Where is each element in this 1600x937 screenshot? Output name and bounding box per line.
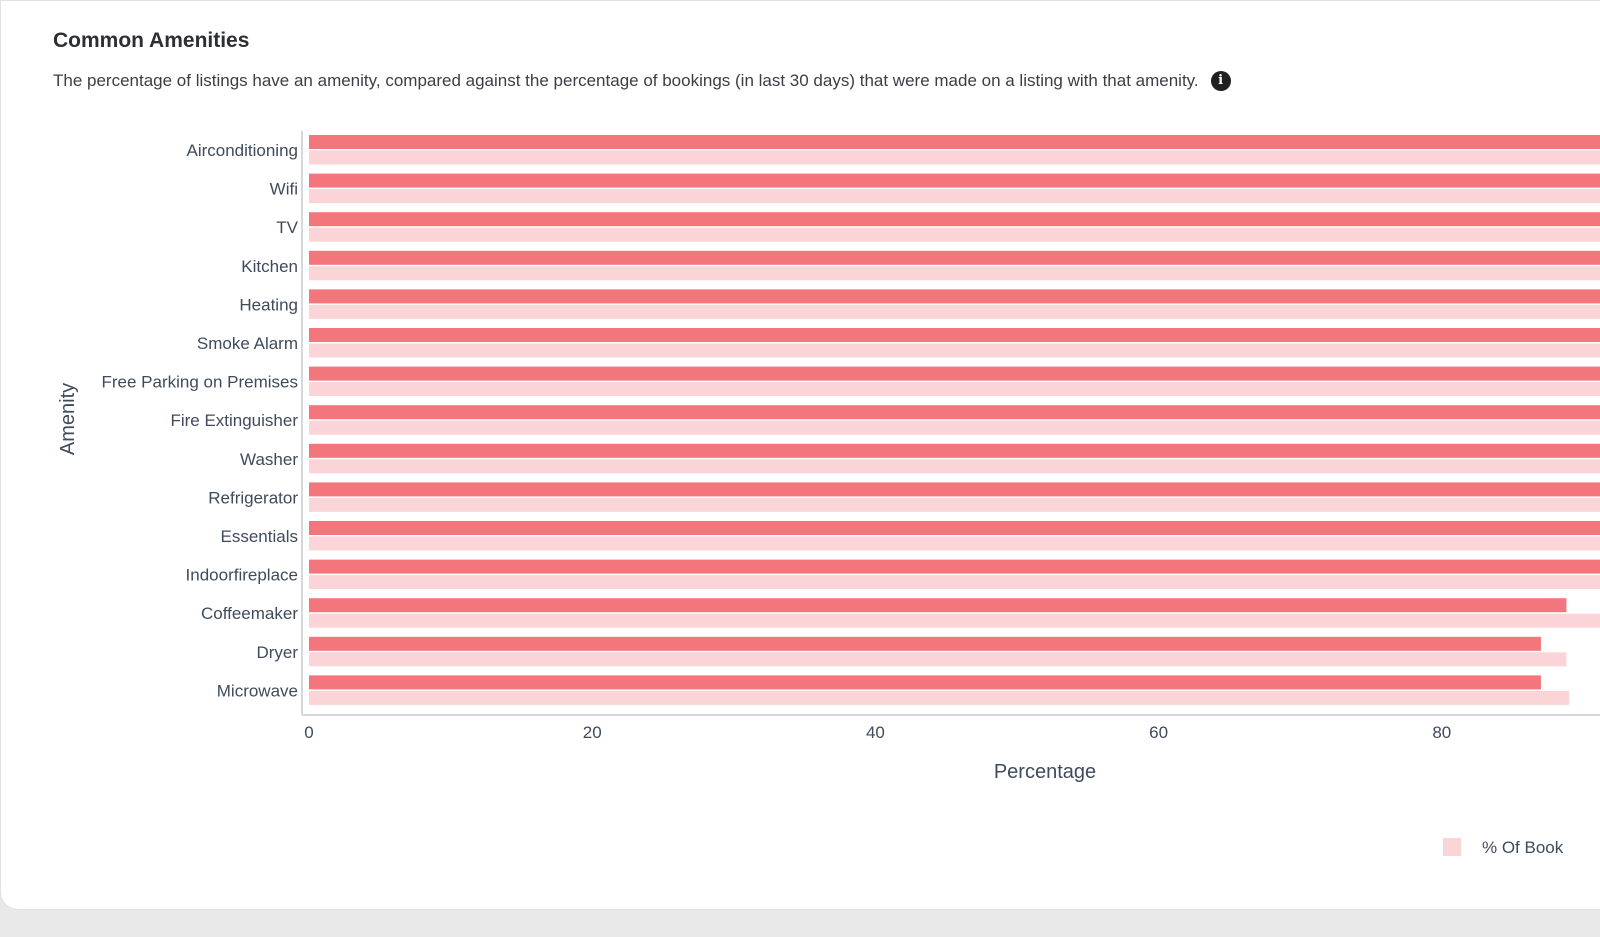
card-subtitle-text: The percentage of listings have an ameni… [53, 71, 1199, 90]
y-tick-label: Kitchen [241, 257, 298, 276]
bar-bookings-12[interactable] [309, 613, 1600, 628]
bar-bookings-10[interactable] [309, 536, 1600, 551]
y-tick-label: Free Parking on Premises [101, 373, 298, 392]
bar-bookings-0[interactable] [309, 150, 1600, 165]
bar-listings-0[interactable] [309, 135, 1600, 149]
bar-listings-10[interactable] [309, 521, 1600, 535]
y-tick-label: TV [276, 218, 298, 237]
x-tick-labels: 0 20 40 60 80 [304, 723, 1451, 742]
y-tick-label: Fire Extinguisher [170, 411, 298, 430]
card-title: Common Amenities [53, 29, 250, 52]
bar-listings-14[interactable] [309, 675, 1541, 690]
bar-bookings-7[interactable] [309, 420, 1600, 435]
bar-bookings-8[interactable] [309, 459, 1600, 474]
y-tick-label: Essentials [221, 527, 298, 546]
bar-listings-11[interactable] [309, 559, 1600, 574]
y-tick-label: Coffeemaker [201, 604, 298, 623]
bars-layer [309, 135, 1600, 705]
bar-listings-4[interactable] [309, 289, 1600, 304]
x-tick-label: 0 [304, 723, 313, 742]
y-tick-label: Refrigerator [208, 488, 298, 507]
x-axis-title: Percentage [994, 761, 1096, 783]
bar-bookings-13[interactable] [309, 652, 1567, 667]
y-tick-label: Dryer [256, 643, 298, 662]
bar-bookings-9[interactable] [309, 497, 1600, 512]
y-tick-label: Heating [239, 295, 298, 314]
y-axis-title: Amenity [57, 383, 79, 455]
y-tick-label: Wifi [270, 180, 298, 199]
y-tick-label: Smoke Alarm [197, 334, 298, 353]
card-subtitle: The percentage of listings have an ameni… [53, 71, 1231, 91]
bar-listings-13[interactable] [309, 636, 1541, 651]
bar-listings-12[interactable] [309, 598, 1567, 613]
legend-label-bookings[interactable]: % Of Book [1482, 838, 1564, 857]
bar-bookings-2[interactable] [309, 227, 1600, 242]
bar-bookings-5[interactable] [309, 343, 1600, 358]
y-tick-label: Microwave [217, 681, 298, 700]
y-tick-label: Indoorfireplace [186, 566, 298, 585]
x-tick-label: 60 [1149, 723, 1168, 742]
bar-bookings-3[interactable] [309, 266, 1600, 281]
x-tick-label: 20 [583, 723, 602, 742]
bar-listings-6[interactable] [309, 366, 1600, 381]
bar-listings-7[interactable] [309, 405, 1600, 420]
y-tick-label: Airconditioning [186, 141, 298, 160]
bar-listings-8[interactable] [309, 443, 1600, 458]
bar-bookings-6[interactable] [309, 382, 1600, 397]
bar-listings-2[interactable] [309, 212, 1600, 227]
y-tick-labels: Airconditioning Wifi TV Kitchen Heating Smoke… [101, 141, 298, 700]
y-tick-label: Washer [240, 450, 298, 469]
bar-listings-3[interactable] [309, 250, 1600, 265]
info-icon[interactable]: i [1210, 71, 1231, 91]
bar-bookings-1[interactable] [309, 189, 1600, 204]
bar-listings-5[interactable] [309, 328, 1600, 342]
bar-bookings-4[interactable] [309, 304, 1600, 319]
bar-listings-1[interactable] [309, 173, 1600, 188]
x-tick-label: 80 [1432, 723, 1451, 742]
bar-bookings-11[interactable] [309, 575, 1600, 590]
x-tick-label: 40 [866, 723, 885, 742]
legend-swatch-bookings[interactable] [1443, 838, 1461, 856]
bar-listings-9[interactable] [309, 482, 1600, 497]
legend: % Of Book [1443, 838, 1564, 857]
bar-bookings-14[interactable] [309, 690, 1570, 705]
